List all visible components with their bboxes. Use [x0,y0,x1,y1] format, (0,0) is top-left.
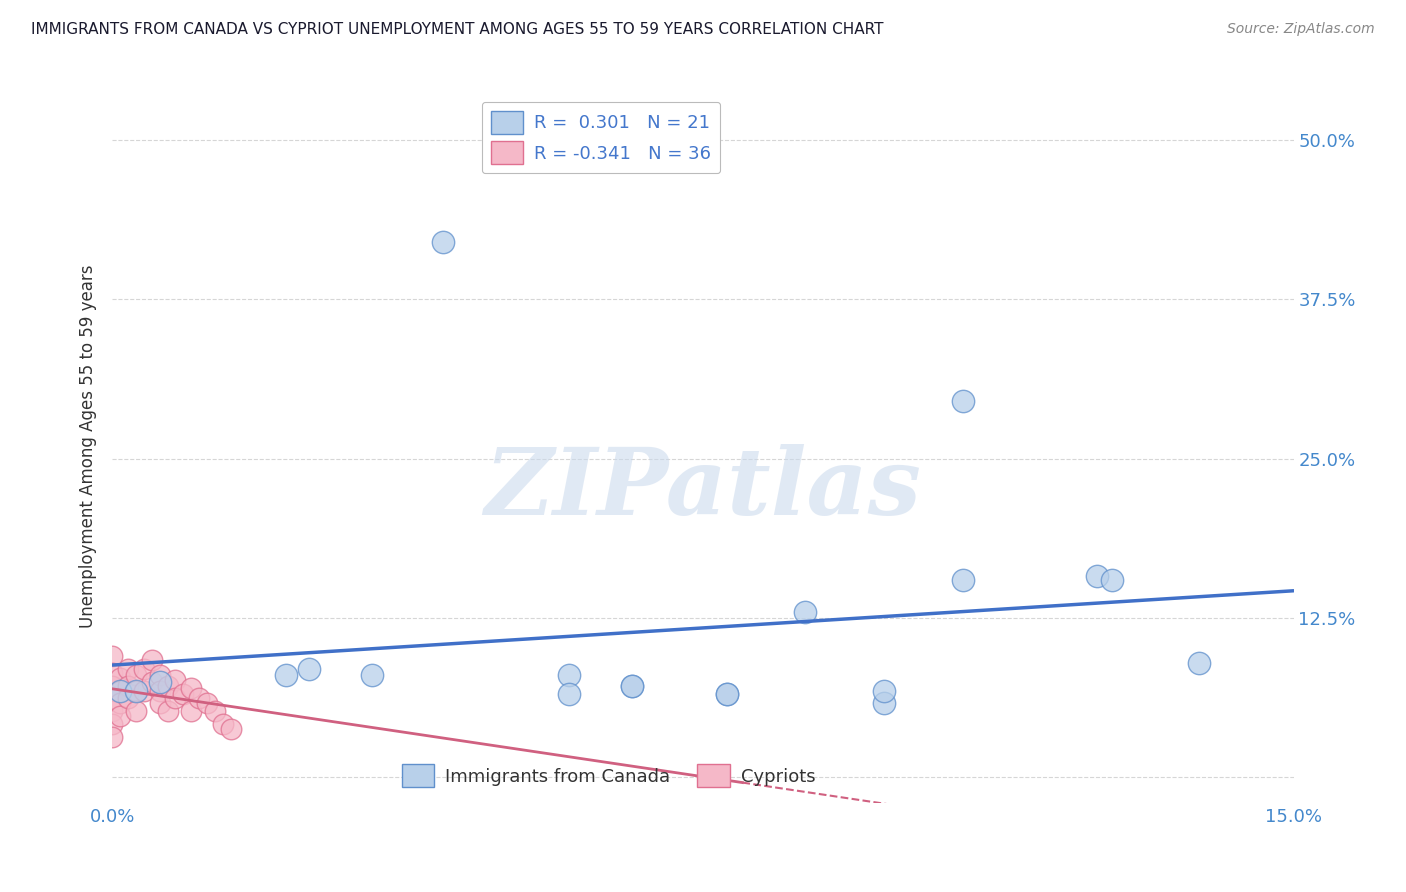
Point [117,662,139,676]
Point [110,683,132,698]
Point [621,679,644,693]
Point [125,683,148,698]
Point [101,691,124,706]
Point [101,730,124,744]
Point [165,691,187,706]
Point [794,605,817,619]
Point [141,674,163,689]
Point [211,716,233,731]
Point [1101,573,1123,587]
Point [952,573,974,587]
Point [180,704,202,718]
Point [558,688,581,702]
Legend: Immigrants from Canada, Cypriots: Immigrants from Canada, Cypriots [395,756,823,795]
Point [125,683,148,698]
Point [149,683,172,698]
Point [101,665,124,680]
Point [219,722,242,736]
Point [172,688,194,702]
Point [298,662,321,676]
Point [125,668,148,682]
Text: IMMIGRANTS FROM CANADA VS CYPRIOT UNEMPLOYMENT AMONG AGES 55 TO 59 YEARS CORRELA: IMMIGRANTS FROM CANADA VS CYPRIOT UNEMPL… [31,22,883,37]
Point [621,679,644,693]
Point [156,679,179,693]
Point [110,709,132,723]
Point [117,691,139,706]
Point [873,697,896,711]
Point [110,683,132,698]
Point [180,681,202,695]
Point [1188,656,1211,670]
Point [188,691,211,706]
Point [1085,569,1108,583]
Text: ZIPatlas: ZIPatlas [485,444,921,533]
Point [117,679,139,693]
Point [558,668,581,682]
Point [195,697,218,711]
Point [165,673,187,688]
Point [101,704,124,718]
Point [110,671,132,685]
Point [204,704,226,718]
Point [716,688,738,702]
Y-axis label: Unemployment Among Ages 55 to 59 years: Unemployment Among Ages 55 to 59 years [79,264,97,628]
Point [156,704,179,718]
Point [432,235,454,249]
Point [952,394,974,409]
Text: Source: ZipAtlas.com: Source: ZipAtlas.com [1227,22,1375,37]
Point [110,697,132,711]
Point [149,674,172,689]
Point [101,679,124,693]
Point [132,683,155,698]
Point [873,683,896,698]
Point [101,716,124,731]
Point [125,704,148,718]
Point [716,688,738,702]
Point [141,653,163,667]
Point [101,649,124,664]
Point [274,668,297,682]
Point [149,668,172,682]
Point [149,697,172,711]
Point [132,662,155,676]
Point [361,668,384,682]
